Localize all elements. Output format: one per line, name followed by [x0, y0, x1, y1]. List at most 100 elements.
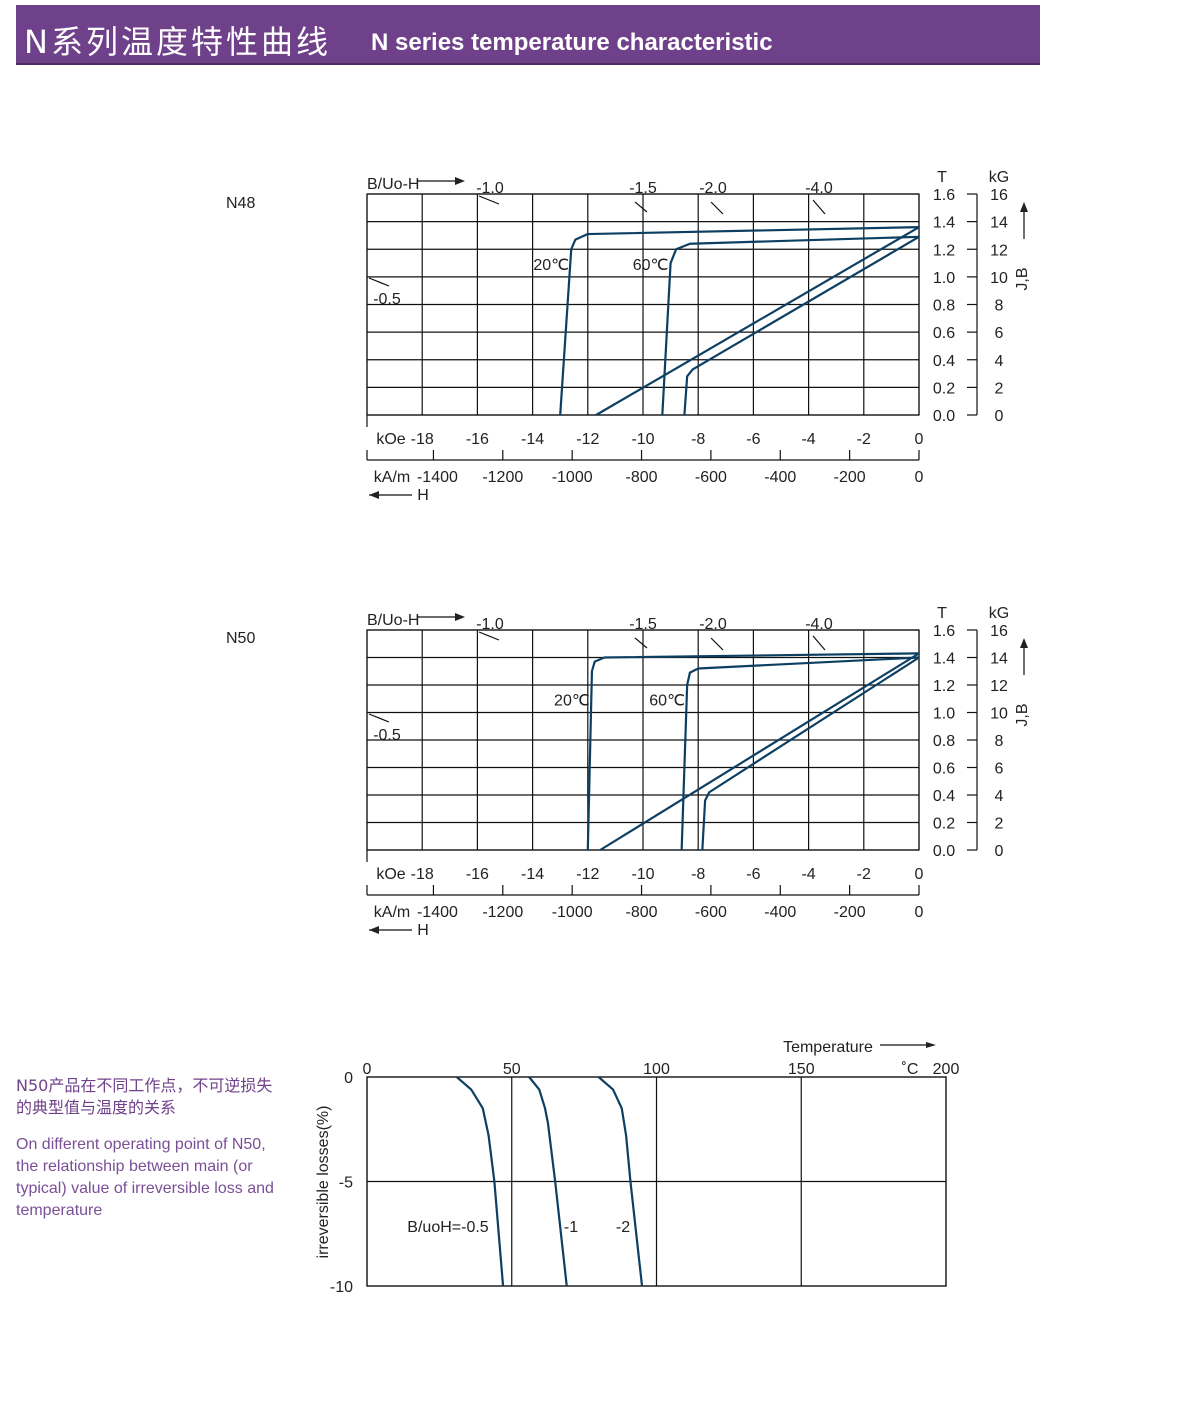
x-tick-label-koe: -10: [631, 431, 654, 448]
x-tick-label-koe: 0: [915, 431, 924, 448]
y-tick-label-kg: 6: [995, 761, 1004, 778]
x-tick-label-kam: -1000: [552, 904, 593, 921]
permeance-line-label: -2.0: [699, 616, 727, 633]
x-tick-label-koe: -12: [576, 866, 599, 883]
x-unit-koe: kOe: [376, 431, 405, 448]
permeance-line-mark: [368, 713, 390, 723]
y-tick-label-tesla: 1.6: [933, 623, 955, 640]
permeance-line-mark: [634, 637, 648, 649]
y-tick-label-kg: 14: [990, 215, 1008, 232]
x-tick-label-koe: -10: [631, 866, 654, 883]
y-axis-label: J,B: [1014, 267, 1031, 290]
plot-frame: [366, 629, 920, 851]
plot-frame: [366, 1076, 947, 1287]
y-tick-label-kg: 10: [990, 270, 1008, 287]
x-tick-label-kam: -1200: [482, 904, 523, 921]
x-tick-label-koe: -8: [691, 866, 705, 883]
x-tick-label: 200: [933, 1061, 960, 1078]
x-tick-label-kam: -600: [695, 469, 727, 486]
y-tick-label-kg: 16: [990, 623, 1008, 640]
curve-B-2: [595, 226, 920, 416]
side-note-cn: N50产品在不同工作点，不可逆损失的典型值与温度的关系: [16, 1076, 273, 1117]
permeance-line-mark: [478, 631, 500, 641]
y-unit-tesla: T: [937, 605, 947, 622]
y-arrow-head: [1020, 638, 1028, 648]
permeance-line-mark: [478, 195, 500, 205]
y-axis-label: irreversible losses(%): [315, 1106, 332, 1259]
permeance-line-label: -0.5: [373, 291, 401, 308]
curve-B-3: [701, 656, 920, 851]
x-tick-label-kam: 0: [915, 469, 924, 486]
y-arrow-head: [1020, 202, 1028, 212]
x-tick-label-kam: -1400: [417, 469, 458, 486]
x-tick-label-kam: -400: [764, 904, 796, 921]
curve-J-1: [661, 235, 920, 416]
x-tick-label-kam: -400: [764, 469, 796, 486]
permeance-label: B/Uo-H: [367, 612, 419, 629]
x-tick-label-koe: -2: [857, 431, 871, 448]
x-tick-label-koe: -4: [801, 431, 815, 448]
x-tick-label-koe: -6: [746, 431, 760, 448]
x-tick-label-koe: -18: [411, 431, 434, 448]
x-tick-label-kam: -800: [626, 469, 658, 486]
permeance-line-mark: [368, 277, 390, 287]
y-unit-kg: kG: [989, 605, 1009, 622]
x-tick-label-kam: -200: [834, 904, 866, 921]
x-tick-label: 50: [503, 1061, 521, 1078]
y-tick-label: -10: [330, 1279, 353, 1296]
x-tick-label-kam: -1000: [552, 469, 593, 486]
y-unit-tesla: T: [937, 169, 947, 186]
y-tick-label-kg: 16: [990, 187, 1008, 204]
x-tick-label-koe: -16: [466, 866, 489, 883]
x-tick-label-koe: -18: [411, 866, 434, 883]
x-unit-kam: kA/m: [374, 904, 410, 921]
permeance-arrow-head: [455, 613, 465, 621]
y-tick-label-kg: 4: [995, 788, 1004, 805]
x-unit: ˚C: [902, 1061, 919, 1078]
page-header: N系列温度特性曲线 N series temperature character…: [16, 5, 1040, 65]
y-tick-label-tesla: 0.8: [933, 298, 955, 315]
y-axis-label: J,B: [1014, 703, 1031, 726]
y-tick-label-kg: 2: [995, 816, 1004, 833]
x-arrow-head: [926, 1042, 936, 1048]
y-unit-kg: kG: [989, 169, 1009, 186]
chart-label-n48: N48: [226, 195, 256, 212]
x-tick-label-kam: -1200: [482, 469, 523, 486]
y-tick-label-tesla: 1.4: [933, 651, 955, 668]
h-label: H: [417, 922, 429, 939]
x-tick-label-koe: -4: [801, 866, 815, 883]
x-tick-label-kam: -1400: [417, 904, 458, 921]
y-tick-label-tesla: 0.2: [933, 380, 955, 397]
curve-label: 20℃: [533, 257, 569, 274]
curve-label: 20℃: [554, 693, 590, 710]
y-tick-label-tesla: 1.4: [933, 215, 955, 232]
y-tick-label-tesla: 0.4: [933, 788, 955, 805]
y-tick-label-kg: 8: [995, 733, 1004, 750]
permeance-line-mark: [634, 201, 648, 213]
title-cn: N系列温度特性曲线: [24, 23, 331, 61]
y-tick-label-kg: 12: [990, 678, 1008, 695]
y-tick-label-kg: 8: [995, 298, 1004, 315]
permeance-arrow-head: [455, 177, 465, 185]
curve-0: [456, 1076, 505, 1287]
x-tick-label-kam: -200: [834, 469, 866, 486]
curve-J-1: [680, 656, 920, 851]
x-tick-label-koe: 0: [915, 866, 924, 883]
permeance-line-label: -1.5: [629, 616, 657, 633]
side-note-en: On different operating point of N50, the…: [16, 1136, 274, 1219]
y-tick-label: 0: [344, 1070, 353, 1087]
curve-2: [597, 1076, 644, 1287]
h-arrow-head: [369, 926, 379, 934]
curve-B-3: [683, 235, 920, 416]
y-tick-label-kg: 12: [990, 242, 1008, 259]
y-tick-label-kg: 6: [995, 325, 1004, 342]
y-tick-label-tesla: 0.6: [933, 325, 955, 342]
permeance-line-label: -1.0: [476, 180, 504, 197]
permeance-line-mark: [710, 201, 724, 215]
x-tick-label: 150: [788, 1061, 815, 1078]
plot-frame: [366, 193, 920, 416]
curve-1: [528, 1076, 568, 1287]
h-label: H: [417, 487, 429, 504]
x-tick-label-koe: -6: [746, 866, 760, 883]
